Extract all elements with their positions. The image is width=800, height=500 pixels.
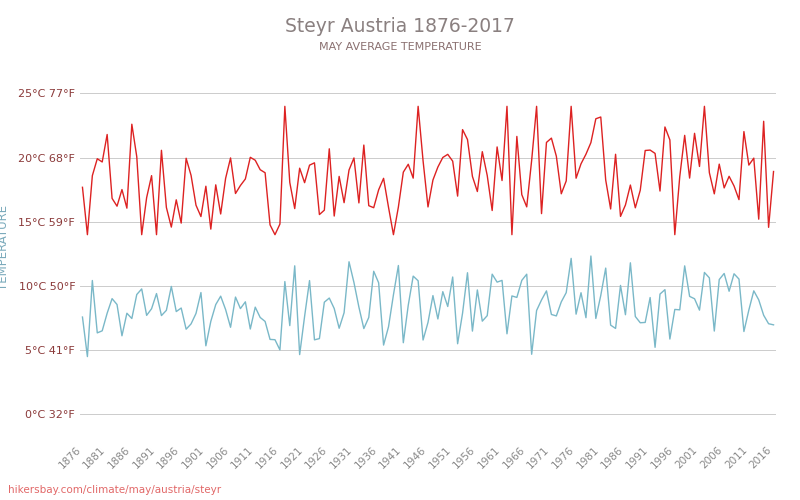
Text: hikersbay.com/climate/may/austria/steyr: hikersbay.com/climate/may/austria/steyr <box>8 485 221 495</box>
Y-axis label: TEMPERATURE: TEMPERATURE <box>0 205 10 290</box>
Text: MAY AVERAGE TEMPERATURE: MAY AVERAGE TEMPERATURE <box>318 42 482 52</box>
Text: Steyr Austria 1876-2017: Steyr Austria 1876-2017 <box>285 18 515 36</box>
